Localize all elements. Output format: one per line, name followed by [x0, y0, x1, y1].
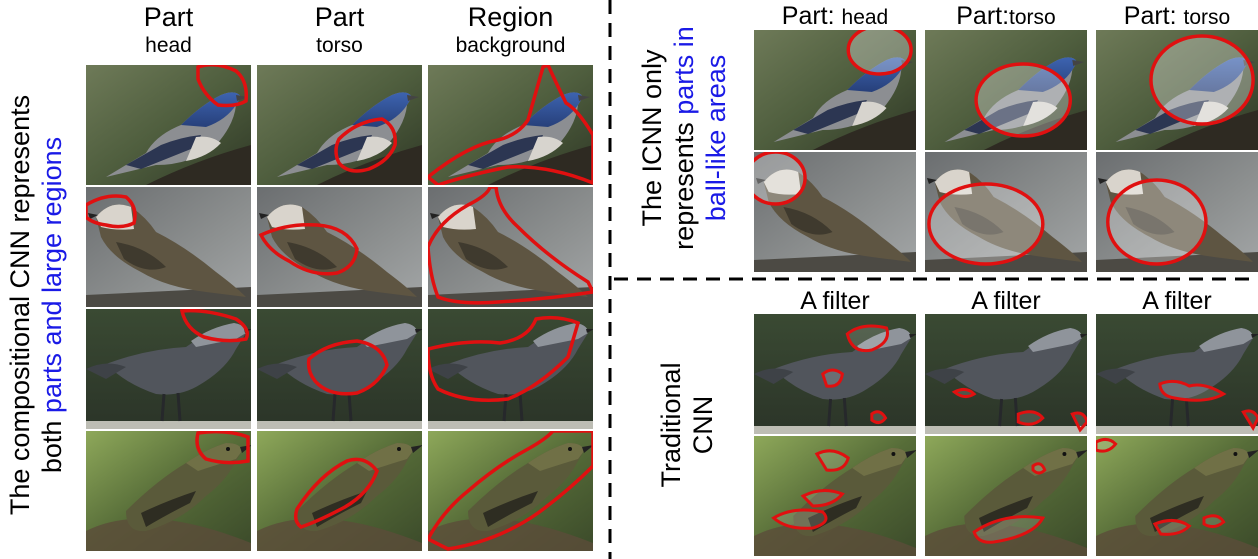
- br-side-label-line2: CNN: [688, 395, 718, 455]
- br-tile-r2-c1: [754, 436, 916, 556]
- filter-contour: [821, 368, 844, 388]
- filter-contour: [771, 508, 828, 530]
- left-side-label-line1: The compositional CNN represents: [5, 94, 35, 516]
- ball-contour: [754, 152, 807, 206]
- left-tile-r1-c1: [86, 65, 251, 185]
- left-tile-r1-c3: [428, 65, 593, 185]
- tr-col-title-3-prefix: Part:: [1123, 2, 1184, 30]
- tr-col-title-3: Part: torso: [1096, 4, 1258, 29]
- filter-contour: [1070, 411, 1087, 433]
- br-col-title-2: A filter: [971, 287, 1041, 315]
- left-col-title-3-line1: Region: [467, 2, 554, 32]
- tr-side-label-line2-plain: represents: [669, 114, 699, 250]
- left-col-title-1: Part head: [86, 2, 251, 57]
- br-tile-r2-c3: [1096, 436, 1258, 556]
- ball-contour: [1149, 34, 1255, 126]
- tr-col-title-1-part: head: [841, 6, 889, 29]
- tr-tile-r1-c2: [925, 30, 1087, 150]
- part-contour: [293, 457, 379, 529]
- ball-contour: [927, 182, 1045, 266]
- filter-contour: [1158, 379, 1227, 402]
- br-col-title-1: A filter: [800, 287, 870, 315]
- left-tile-r3-c3: [428, 309, 593, 429]
- part-contour: [428, 431, 593, 551]
- br-side-label: Traditional CNN: [655, 305, 719, 545]
- left-col-title-2: Part torso: [257, 2, 422, 57]
- left-tile-r2-c3: [428, 187, 593, 307]
- part-contour: [195, 431, 250, 465]
- tr-col-title-2: Part:torso: [925, 4, 1087, 29]
- filter-contour: [951, 387, 977, 399]
- tr-side-label: The ICNN only represents parts in ball-l…: [636, 8, 732, 268]
- filter-contour: [1202, 514, 1226, 529]
- filter-contour: [1016, 410, 1045, 426]
- part-contour: [86, 194, 137, 229]
- left-side-label-line2-highlight: parts and large regions: [37, 136, 67, 414]
- br-tile-r1-c2: [925, 314, 1087, 434]
- part-contour: [179, 309, 249, 343]
- tr-side-label-line2-highlight: parts in: [669, 26, 699, 115]
- left-tile-r4-c3: [428, 431, 593, 551]
- part-contour: [196, 65, 249, 108]
- left-col-title-3: Region background: [428, 2, 593, 57]
- tr-tile-r2-c1: [754, 152, 916, 272]
- left-tile-r2-c1: [86, 187, 251, 307]
- left-col-title-1-line1: Part: [143, 2, 194, 32]
- tr-col-title-1: Part: head: [754, 4, 916, 29]
- tr-tile-r2-c2: [925, 152, 1087, 272]
- left-side-label-line2: both parts and large regions: [36, 65, 68, 545]
- filter-contour: [1031, 462, 1047, 475]
- filter-contour: [845, 324, 889, 353]
- left-col-title-1-line2: head: [145, 34, 192, 57]
- horizontal-divider: [614, 277, 1258, 281]
- filter-contour: [1152, 519, 1192, 536]
- left-tile-r3-c1: [86, 309, 251, 429]
- vertical-divider: [608, 0, 612, 559]
- filter-contour: [972, 515, 1046, 544]
- left-side-label-line2-plain: both: [37, 413, 67, 474]
- part-contour: [428, 315, 581, 402]
- tr-side-label-line3: ball-like areas: [701, 54, 731, 222]
- left-tile-r2-c2: [257, 187, 422, 307]
- left-tile-r3-c2: [257, 309, 422, 429]
- ball-contour: [1106, 178, 1208, 266]
- br-tile-r1-c1: [754, 314, 916, 434]
- filter-contour: [870, 410, 888, 425]
- tr-tile-r1-c1: [754, 30, 916, 150]
- tr-col-title-3-part: torso: [1183, 6, 1231, 29]
- part-contour: [306, 339, 389, 396]
- filter-contour: [800, 489, 845, 508]
- br-tile-r1-c3: [1096, 314, 1258, 434]
- br-col-title-3: A filter: [1142, 287, 1212, 315]
- ball-contour: [846, 30, 913, 76]
- br-tile-r2-c2: [925, 436, 1087, 556]
- br-side-label-line1: Traditional: [656, 362, 686, 488]
- part-contour: [258, 222, 359, 276]
- part-contour: [334, 117, 397, 173]
- filter-contour: [1241, 409, 1258, 432]
- tr-side-label-line1: The ICNN only: [637, 49, 667, 227]
- left-col-title-3-line2: background: [455, 34, 566, 57]
- tr-col-title-1-prefix: Part:: [781, 2, 842, 30]
- left-col-title-2-line2: torso: [316, 34, 363, 57]
- part-contour: [428, 187, 593, 305]
- filter-contour: [814, 449, 850, 472]
- left-col-title-2-line1: Part: [314, 2, 365, 32]
- tr-tile-r2-c3: [1096, 152, 1258, 272]
- tr-col-title-2-part: torso: [1009, 6, 1056, 29]
- ball-contour: [974, 62, 1073, 138]
- tr-side-label-line2: represents parts in: [668, 8, 700, 268]
- filter-contour: [1096, 437, 1118, 453]
- left-tile-r4-c1: [86, 431, 251, 551]
- tr-col-title-2-prefix: Part:: [956, 2, 1010, 30]
- left-tile-r1-c2: [257, 65, 422, 185]
- left-tile-r4-c2: [257, 431, 422, 551]
- left-side-label: The compositional CNN represents both pa…: [4, 65, 68, 545]
- part-contour: [428, 65, 593, 185]
- tr-tile-r1-c3: [1096, 30, 1258, 150]
